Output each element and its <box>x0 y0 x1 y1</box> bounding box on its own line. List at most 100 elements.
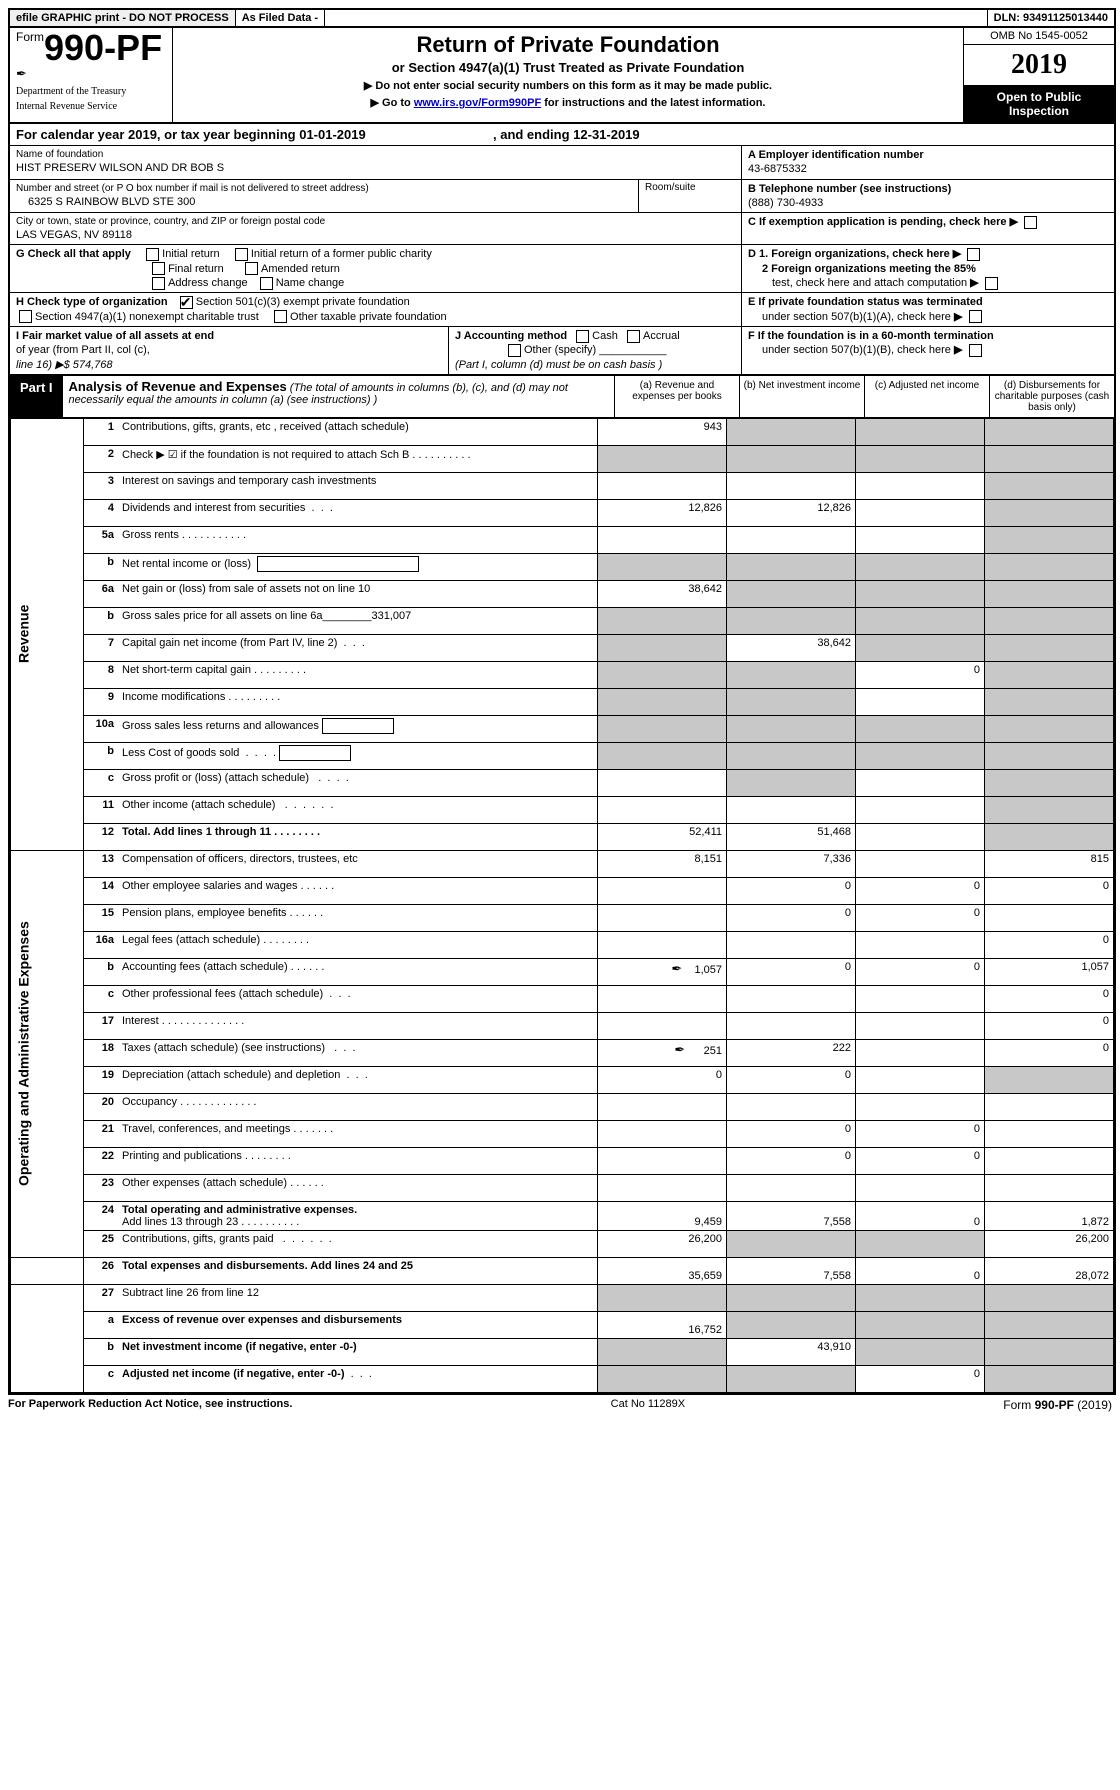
open-line1: Open to Public <box>966 90 1112 104</box>
tax-year: 2019 <box>964 45 1114 86</box>
addr-phone-row: Number and street (or P O box number if … <box>10 180 1114 214</box>
box-j: J Accounting method Cash Accrual Other (… <box>449 327 742 374</box>
row-21: 21Travel, conferences, and meetings . . … <box>11 1120 1114 1147</box>
phone-label: B Telephone number (see instructions) <box>748 182 1108 196</box>
row-1: Revenue 1 Contributions, gifts, grants, … <box>11 418 1114 445</box>
checkbox-initial-former[interactable] <box>235 248 248 261</box>
topbar: efile GRAPHIC print - DO NOT PROCESS As … <box>10 10 1114 28</box>
checkbox-e[interactable] <box>969 310 982 323</box>
row-12: 12Total. Add lines 1 through 11 . . . . … <box>11 823 1114 850</box>
j-note: (Part I, column (d) must be on cash basi… <box>455 359 662 371</box>
g-o2: Initial return of a former public charit… <box>251 248 432 260</box>
row-27a: aExcess of revenue over expenses and dis… <box>11 1311 1114 1338</box>
arrow-icon: ▶ <box>1010 216 1018 228</box>
form-container: efile GRAPHIC print - DO NOT PROCESS As … <box>8 8 1116 1395</box>
checkbox-final[interactable] <box>152 262 165 275</box>
box-h: H Check type of organization Section 501… <box>10 293 741 326</box>
g-d-row: G Check all that apply Initial return In… <box>10 245 1114 293</box>
part1-title: Analysis of Revenue and Expenses <box>69 379 287 394</box>
city-label: City or town, state or province, country… <box>16 215 735 228</box>
checkbox-d2[interactable] <box>985 277 998 290</box>
g-o6: Name change <box>276 277 345 289</box>
addr-value: 6325 S RAINBOW BLVD STE 300 <box>16 195 632 209</box>
checkbox-addr-change[interactable] <box>152 277 165 290</box>
attach-icon: ✒ <box>671 961 682 976</box>
expenses-label: Operating and Administrative Expenses <box>11 850 84 1257</box>
header-mid: Return of Private Foundation or Section … <box>173 28 964 122</box>
h-label: H Check type of organization <box>16 296 168 308</box>
f-a: F If the foundation is in a 60-month ter… <box>748 330 994 342</box>
checkbox-cash[interactable] <box>576 330 589 343</box>
row-16a: 16aLegal fees (attach schedule) . . . . … <box>11 931 1114 958</box>
form-subtitle: or Section 4947(a)(1) Trust Treated as P… <box>181 60 955 75</box>
d2a-text: 2 Foreign organizations meeting the 85% <box>762 263 976 275</box>
row-10b: bLess Cost of goods sold . . . . <box>11 742 1114 769</box>
g-label: G Check all that apply <box>16 248 131 260</box>
row-2: 2Check ▶ ☑ if the foundation is not requ… <box>11 445 1114 472</box>
header-right: OMB No 1545-0052 2019 Open to Public Ins… <box>964 28 1114 122</box>
checkbox-d1[interactable] <box>967 248 980 261</box>
part1-header: Part I Analysis of Revenue and Expenses … <box>10 376 1114 418</box>
row-14: 14Other employee salaries and wages . . … <box>11 877 1114 904</box>
g-o5: Address change <box>168 277 248 289</box>
row-15: 15Pension plans, employee benefits . . .… <box>11 904 1114 931</box>
g-o1: Initial return <box>162 248 219 260</box>
i-j-f-row: I Fair market value of all assets at end… <box>10 327 1114 376</box>
checkbox-c[interactable] <box>1024 216 1037 229</box>
treasury-icon: ✒ <box>16 66 166 82</box>
checkbox-other-tax[interactable] <box>274 310 287 323</box>
box-d: D 1. Foreign organizations, check here ▶… <box>741 245 1114 292</box>
checkbox-name-change[interactable] <box>260 277 273 290</box>
row-22: 22Printing and publications . . . . . . … <box>11 1147 1114 1174</box>
f-b: under section 507(b)(1)(B), check here <box>748 344 951 356</box>
row-6b: bGross sales price for all assets on lin… <box>11 607 1114 634</box>
calyear-a: For calendar year 2019, or tax year begi… <box>16 127 366 142</box>
dln: DLN: 93491125013440 <box>988 10 1114 26</box>
row-23: 23Other expenses (attach schedule) . . .… <box>11 1174 1114 1201</box>
col-d-hdr: (d) Disbursements for charitable purpose… <box>989 376 1114 417</box>
d2b-text: test, check here and attach computation <box>772 277 967 289</box>
instr-goto-b: for instructions and the latest informat… <box>541 97 765 109</box>
dept-treasury: Department of the Treasury <box>16 86 166 97</box>
i-b: of year (from Part II, col (c), <box>16 344 150 356</box>
instr-ssn: ▶ Do not enter social security numbers o… <box>181 79 955 92</box>
h-o3: Other taxable private foundation <box>290 311 447 323</box>
row-26: 26Total expenses and disbursements. Add … <box>11 1257 1114 1284</box>
calyear-b: , and ending 12-31-2019 <box>493 127 640 142</box>
row-10c: cGross profit or (loss) (attach schedule… <box>11 769 1114 796</box>
open-line2: Inspection <box>966 104 1112 118</box>
box-c: C If exemption application is pending, c… <box>741 213 1114 244</box>
checkbox-amended[interactable] <box>245 262 258 275</box>
row-7: 7Capital gain net income (from Part IV, … <box>11 634 1114 661</box>
part1-grid: Revenue 1 Contributions, gifts, grants, … <box>10 418 1114 1393</box>
header-left: Form990-PF ✒ Department of the Treasury … <box>10 28 173 122</box>
col-b-hdr: (b) Net investment income <box>739 376 864 417</box>
checkbox-initial[interactable] <box>146 248 159 261</box>
checkbox-other[interactable] <box>508 344 521 357</box>
row-4: 4Dividends and interest from securities … <box>11 499 1114 526</box>
row-13: Operating and Administrative Expenses 13… <box>11 850 1114 877</box>
row-19: 19Depreciation (attach schedule) and dep… <box>11 1066 1114 1093</box>
checkbox-4947[interactable] <box>19 310 32 323</box>
dept-irs: Internal Revenue Service <box>16 101 166 112</box>
g-o3: Final return <box>168 263 224 275</box>
calendar-year-row: For calendar year 2019, or tax year begi… <box>10 124 1114 146</box>
form-title: Return of Private Foundation <box>181 32 955 58</box>
page-footer: For Paperwork Reduction Act Notice, see … <box>8 1395 1112 1412</box>
name-ein-row: Name of foundation HIST PRESERV WILSON A… <box>10 146 1114 180</box>
form-prefix: Form <box>16 30 44 44</box>
g-o4: Amended return <box>261 263 340 275</box>
checkbox-accrual[interactable] <box>627 330 640 343</box>
city-value: LAS VEGAS, NV 89118 <box>16 228 735 242</box>
j-cash: Cash <box>592 330 618 342</box>
address-cell: Number and street (or P O box number if … <box>10 180 741 213</box>
revenue-label: Revenue <box>11 418 84 850</box>
row-3: 3Interest on savings and temporary cash … <box>11 472 1114 499</box>
phone-value: (888) 730-4933 <box>748 196 1108 210</box>
irs-link[interactable]: www.irs.gov/Form990PF <box>414 97 541 109</box>
omb-number: OMB No 1545-0052 <box>964 28 1114 45</box>
attach-icon: ✒ <box>674 1042 685 1057</box>
checkbox-f[interactable] <box>969 344 982 357</box>
form-number: 990-PF <box>44 27 162 68</box>
checkbox-501c3[interactable] <box>180 296 193 309</box>
